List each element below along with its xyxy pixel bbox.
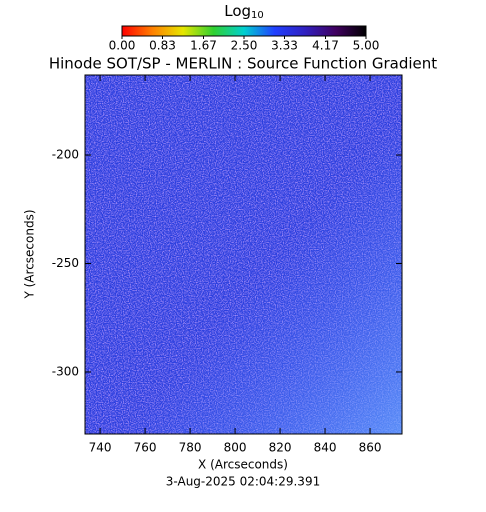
colorbar-label-base: Log	[224, 2, 251, 20]
colorbar-tick-label: 4.17	[312, 39, 339, 53]
colorbar-tick-label: 3.33	[271, 39, 298, 53]
colorbar-tick-label: 2.50	[231, 39, 258, 53]
x-tick-label: 740	[89, 441, 112, 455]
y-tick-label: -250	[52, 256, 79, 270]
chart-title: Hinode SOT/SP - MERLIN : Source Function…	[49, 55, 437, 73]
image	[85, 75, 402, 434]
colorbar-tick-label: 5.00	[353, 39, 380, 53]
image-limb	[85, 75, 402, 434]
x-tick-label: 840	[314, 441, 337, 455]
colorbar-tick-label: 0.00	[109, 39, 136, 53]
y-axis-label: Y (Arcseconds)	[23, 209, 37, 299]
colorbar-label-sub: 10	[251, 10, 264, 21]
footer: 3-Aug-2025 02:04:29.391	[166, 475, 320, 489]
x-tick-label: 860	[359, 441, 382, 455]
x-tick-label: 780	[179, 441, 202, 455]
y-tick-label: -300	[52, 364, 79, 378]
colorbar-tick-label: 0.83	[149, 39, 176, 53]
x-tick-label: 820	[269, 441, 292, 455]
x-tick-label: 760	[134, 441, 157, 455]
colorbar-label: Log10	[224, 2, 264, 22]
colorbar	[121, 25, 367, 37]
x-tick-label: 800	[224, 441, 247, 455]
y-tick-label: -200	[52, 148, 79, 162]
colorbar-tick-label: 1.67	[190, 39, 217, 53]
plot-frame	[84, 74, 403, 435]
x-axis-label: X (Arcseconds)	[198, 458, 288, 472]
